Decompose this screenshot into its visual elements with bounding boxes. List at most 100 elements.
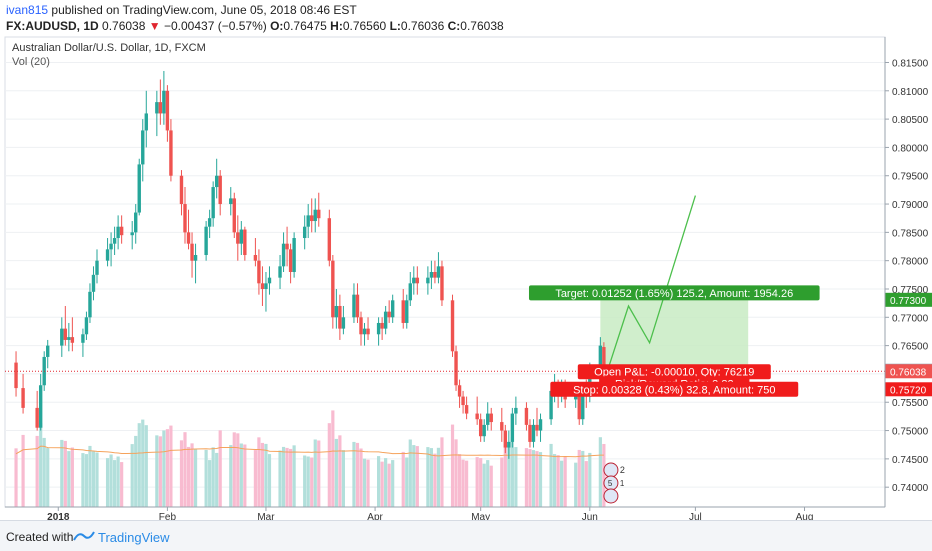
candle-body: [461, 396, 465, 406]
candle-body: [331, 260, 335, 318]
candle-body: [436, 266, 441, 278]
price-tick-label: 0.79500: [892, 172, 929, 183]
candle-body: [355, 294, 360, 318]
volume-bar: [281, 446, 286, 507]
candle-body: [387, 311, 391, 318]
tradingview-logo-icon: [73, 531, 95, 541]
event-count: 1: [620, 479, 625, 488]
volume-bar: [46, 448, 50, 507]
candle-body: [144, 113, 148, 131]
candle-body: [531, 424, 536, 442]
candle-body: [362, 328, 367, 335]
event-count: 5: [608, 479, 613, 488]
candle-body: [112, 238, 117, 244]
price-tick-label: 0.75500: [892, 398, 929, 409]
candle-body: [359, 317, 363, 335]
volume-bar: [116, 456, 120, 507]
low-label: L:: [389, 19, 401, 33]
volume-bar: [412, 445, 416, 507]
volume-bar: [303, 455, 307, 507]
time-tick-label: May: [471, 512, 490, 520]
volume-bar: [105, 458, 110, 507]
publish-line: ivan815 published on TradingView.com, Ju…: [6, 3, 357, 17]
candle-body: [408, 283, 412, 301]
down-arrow-icon: ▼: [148, 19, 161, 33]
volume-bar: [60, 439, 64, 507]
candle-body: [380, 322, 384, 329]
volume-bar: [433, 453, 437, 507]
candle-body: [229, 198, 233, 205]
created-with-label: Created with: [6, 530, 74, 544]
candle-body: [366, 328, 370, 335]
price-chart[interactable]: Target: 0.01252 (1.65%) 125.2, Amount: 1…: [0, 36, 932, 520]
event-markers[interactable]: 25 1: [603, 462, 625, 504]
time-tick-label: Jun: [582, 512, 598, 520]
candle-body: [433, 272, 437, 278]
candle-body: [489, 413, 493, 423]
volume-bar: [538, 452, 543, 507]
price-marker-bg: [885, 382, 932, 397]
volume-bar: [39, 423, 43, 507]
candle-body: [292, 238, 296, 272]
volume-bar: [158, 436, 162, 507]
grid-lines: [5, 61, 885, 488]
candle-body: [264, 283, 268, 289]
candlesticks: [14, 70, 606, 459]
target-label: Target: 0.01252 (1.65%) 125.2, Amount: 1…: [555, 288, 793, 300]
candle-body: [211, 187, 215, 219]
candle-body: [60, 328, 64, 346]
candle-body: [81, 334, 85, 343]
time-axis[interactable]: 2018 Feb Mar Apr May Jun Jul Aug: [5, 506, 885, 520]
volume-bar: [436, 447, 441, 507]
volume-bar: [109, 454, 113, 507]
candle-body: [524, 407, 529, 425]
volume-bar: [341, 450, 345, 507]
volume-bar: [528, 449, 532, 507]
candle-body: [63, 328, 68, 340]
volume-bar: [70, 447, 74, 507]
candle-body: [67, 337, 71, 340]
candle-body: [528, 424, 532, 442]
candle-body: [486, 413, 490, 425]
last-price: 0.76038: [102, 19, 146, 33]
candle-body: [91, 274, 96, 292]
open-pnl-label-bg: [577, 364, 771, 380]
author-link[interactable]: ivan815: [6, 3, 49, 17]
volume-bar: [211, 447, 215, 507]
volume-bar: [352, 441, 356, 507]
volume-bar: [581, 450, 585, 507]
price-tick-label: 0.75000: [892, 427, 929, 438]
price-axis[interactable]: 0.81500 0.81000 0.80500 0.80000 0.79500 0.790…: [884, 37, 932, 507]
candle-body: [376, 322, 381, 335]
candle-body: [313, 209, 317, 222]
candle-body: [70, 337, 75, 343]
candle-body: [155, 102, 159, 114]
volume-bar: [531, 450, 536, 507]
volume-bar: [524, 448, 529, 507]
volume-bar: [285, 447, 289, 507]
tradingview-brand[interactable]: TradingView: [98, 530, 170, 545]
volume-bar: [408, 439, 412, 507]
volume-bar: [366, 459, 370, 507]
publish-info: published on TradingView.com, June 05, 2…: [51, 3, 357, 17]
volume-bar: [63, 440, 67, 507]
volume-bar: [236, 433, 240, 507]
volume-bar: [253, 450, 257, 507]
candle-body: [415, 277, 420, 284]
volume-bar: [362, 458, 367, 507]
candle-body: [232, 198, 236, 233]
volume-bar: [405, 457, 409, 507]
candle-body: [105, 249, 110, 261]
volume-bar: [535, 451, 539, 507]
candle-body: [310, 215, 314, 222]
volume-bar: [429, 448, 433, 507]
candle-body: [457, 385, 462, 397]
volume-bar: [479, 458, 483, 507]
volume-label: Vol (20): [12, 56, 50, 68]
candle-body: [288, 249, 293, 272]
volume-bar: [120, 462, 124, 507]
event-flag-icon: [603, 462, 619, 478]
price-tick-label: 0.78000: [892, 257, 929, 268]
chart-header: ivan815 published on TradingView.com, Ju…: [0, 0, 932, 36]
volume-bar: [267, 454, 272, 507]
